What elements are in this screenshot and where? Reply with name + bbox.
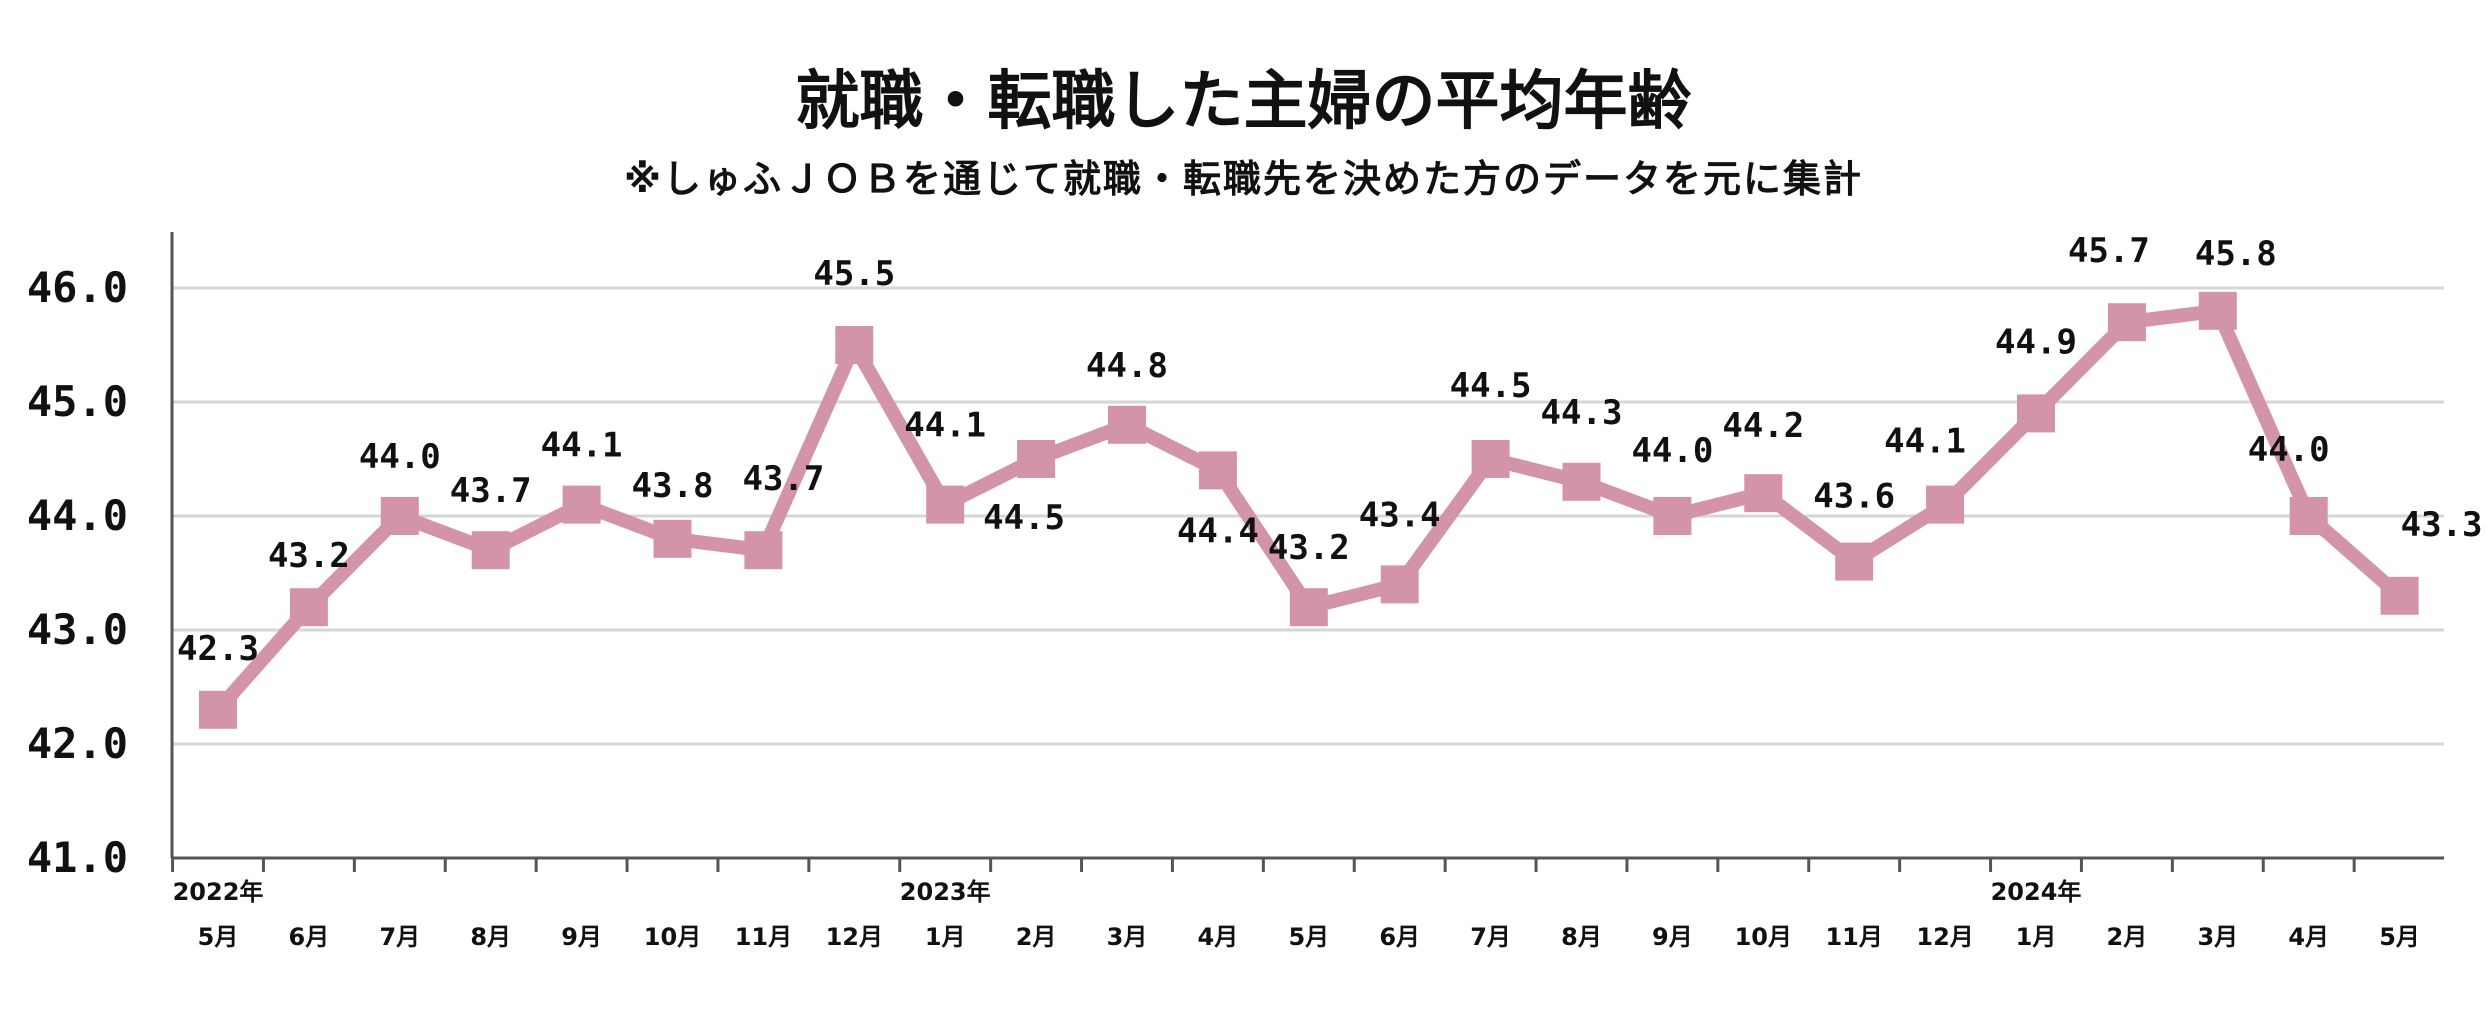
- data-label: 44.5: [1450, 366, 1532, 406]
- series-line: [211, 303, 2407, 717]
- data-point: [1835, 542, 1874, 581]
- data-label: 44.2: [1722, 406, 1804, 446]
- data-label: 43.8: [632, 466, 714, 506]
- data-point: [471, 531, 510, 570]
- data-label: 43.7: [450, 471, 532, 511]
- x-tick-label: 2月: [1016, 923, 1057, 951]
- x-tick-label: 3月: [2197, 923, 2238, 951]
- data-label: 44.3: [1541, 393, 1623, 433]
- x-tick-label: 12月: [1916, 923, 1973, 951]
- data-point: [1744, 474, 1783, 513]
- data-point: [2380, 576, 2419, 615]
- x-tick-label: 5月: [198, 923, 239, 951]
- x-tick-label: 12月: [826, 923, 883, 951]
- data-point: [2289, 497, 2328, 535]
- data-point: [1562, 462, 1601, 501]
- x-tick-label: 7月: [379, 923, 420, 951]
- chart-subtitle: ※しゅふＪＯＢを通じて就職・転職先を決めた方のデータを元に集計: [624, 157, 1863, 201]
- data-point: [1017, 440, 1056, 478]
- x-tick-label: 6月: [289, 923, 330, 951]
- x-tick-label: 3月: [1107, 923, 1148, 951]
- data-label: 43.7: [742, 459, 824, 499]
- data-label: 44.0: [2248, 430, 2330, 470]
- y-tick-label: 43.0: [27, 605, 128, 654]
- x-tick-label: 9月: [561, 923, 602, 951]
- data-label: 44.0: [1631, 431, 1713, 471]
- x-year-label: 2022年: [173, 878, 264, 906]
- data-label: 43.2: [268, 536, 350, 576]
- data-label: 43.2: [1268, 528, 1350, 568]
- x-tick-label: 5月: [2379, 923, 2420, 951]
- data-label: 45.5: [813, 254, 895, 294]
- data-label: 44.0: [359, 437, 441, 477]
- data-point: [1926, 485, 1965, 524]
- data-label: 42.3: [177, 629, 259, 669]
- data-label: 44.5: [983, 498, 1065, 538]
- data-point: [1471, 440, 1510, 478]
- x-tick-label: 5月: [1288, 923, 1329, 951]
- x-tick-label: 11月: [1825, 923, 1882, 951]
- x-tick-label: 9月: [1652, 923, 1693, 951]
- data-point: [1289, 588, 1328, 627]
- data-point: [380, 497, 419, 535]
- data-point: [653, 519, 692, 558]
- data-point: [2017, 394, 2055, 433]
- data-label: 44.9: [1995, 322, 2077, 362]
- data-label: 44.1: [541, 426, 623, 466]
- x-tick-label: 10月: [644, 923, 701, 951]
- data-point: [2107, 303, 2146, 342]
- x-year-label: 2024年: [1991, 878, 2082, 906]
- data-label: 43.6: [1813, 477, 1895, 517]
- x-tick-label: 6月: [1379, 923, 1420, 951]
- x-year-label: 2023年: [900, 878, 991, 906]
- data-label: 44.8: [1086, 346, 1168, 386]
- x-tick-label: 4月: [2288, 923, 2329, 951]
- x-tick-label: 10月: [1735, 923, 1792, 951]
- data-point: [1108, 405, 1146, 444]
- y-tick-label: 45.0: [27, 377, 128, 426]
- x-tick-label: 8月: [470, 923, 511, 951]
- x-tick-label: 2月: [2107, 923, 2148, 951]
- x-tick-label: 1月: [925, 923, 966, 951]
- x-tick-label: 4月: [1198, 923, 1239, 951]
- x-tick-label: 11月: [735, 923, 792, 951]
- data-label: 43.4: [1359, 495, 1441, 535]
- data-point: [1653, 497, 1692, 535]
- data-label: 44.1: [904, 406, 986, 446]
- data-point: [562, 485, 601, 524]
- x-tick-label: 8月: [1561, 923, 1602, 951]
- y-tick-label: 44.0: [27, 491, 128, 540]
- data-point: [2198, 291, 2237, 330]
- y-tick-label: 46.0: [27, 263, 128, 312]
- y-tick-label: 41.0: [27, 833, 128, 882]
- x-tick-label: 7月: [1470, 923, 1511, 951]
- data-label: 43.3: [2401, 505, 2483, 545]
- data-point: [199, 690, 237, 729]
- y-tick-label: 42.0: [27, 719, 128, 768]
- x-tick-label: 1月: [2016, 923, 2057, 951]
- chart-title: 就職・転職した主婦の平均年齢: [795, 65, 1692, 139]
- data-point: [1198, 451, 1237, 490]
- data-point: [744, 531, 783, 570]
- data-point: [289, 588, 328, 627]
- data-label: 45.7: [2068, 231, 2150, 271]
- data-point: [926, 485, 965, 524]
- data-label: 45.8: [2195, 234, 2277, 274]
- data-point: [835, 326, 874, 364]
- data-label: 44.4: [1177, 511, 1259, 551]
- data-label: 44.1: [1884, 422, 1966, 462]
- data-point: [1380, 565, 1419, 604]
